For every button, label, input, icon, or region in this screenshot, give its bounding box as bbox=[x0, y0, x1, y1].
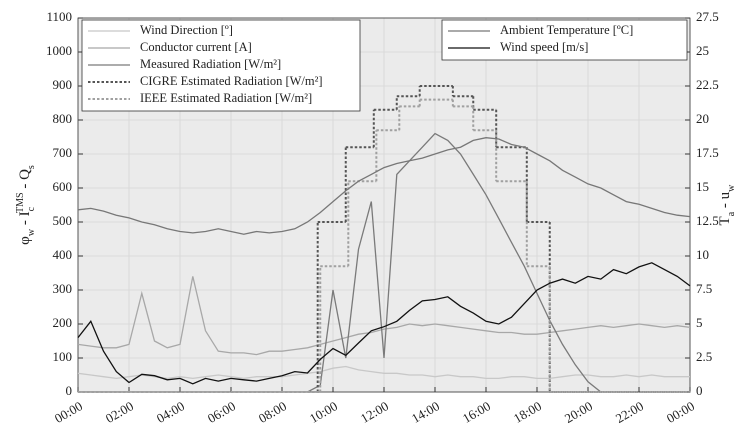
legend: Wind Direction [º] Conductor current [A] M… bbox=[81, 19, 361, 112]
y-axis-label: φw - IcTMS - Qs bbox=[15, 165, 37, 245]
y2-tick-label: 27.5 bbox=[696, 9, 719, 24]
y-tick-label: 0 bbox=[66, 383, 73, 398]
x-tick-label: 12:00 bbox=[358, 398, 391, 426]
y2-tick-label: 12.5 bbox=[696, 213, 719, 228]
legend-box bbox=[441, 19, 688, 61]
y2-tick-label: 22.5 bbox=[696, 77, 719, 92]
series-line bbox=[77, 365, 690, 380]
y-tick-label: 800 bbox=[53, 111, 73, 126]
y-tick-label: 1000 bbox=[46, 43, 72, 58]
legend-label: Ambient Temperature [ºC] bbox=[500, 23, 633, 37]
y2-tick-label: 0 bbox=[696, 383, 703, 398]
y-tick-label: 400 bbox=[53, 247, 73, 262]
axis-label-part: a bbox=[726, 211, 737, 216]
x-tick-label: 00:00 bbox=[664, 398, 697, 426]
series-line bbox=[77, 137, 691, 235]
y-tick-label: 600 bbox=[53, 179, 73, 194]
y-tick-label: 300 bbox=[53, 281, 73, 296]
y-tick-label: 100 bbox=[53, 349, 73, 364]
y2-tick-label: 5 bbox=[696, 315, 703, 330]
x-tick-label: 04:00 bbox=[154, 398, 187, 426]
legend-label: Conductor current [A] bbox=[140, 40, 252, 54]
y-tick-label: 900 bbox=[53, 77, 73, 92]
axis-label-part: c bbox=[26, 206, 37, 211]
legend: Ambient Temperature [ºC] Wind speed [m/s] bbox=[441, 19, 688, 61]
x-tick-label: 08:00 bbox=[256, 398, 289, 426]
plot-frame bbox=[77, 17, 691, 393]
legend-label: Wind Direction [º] bbox=[140, 23, 233, 37]
y-tick-label: 700 bbox=[53, 145, 73, 160]
axis-label-part: - Q bbox=[17, 169, 33, 192]
y2-tick-label: 17.5 bbox=[696, 145, 719, 160]
y2-tick-label: 2.5 bbox=[696, 349, 712, 364]
x-tick-label: 00:00 bbox=[52, 398, 85, 426]
x-tick-label: 02:00 bbox=[103, 398, 136, 426]
series-line bbox=[77, 276, 691, 356]
x-tick-label: 14:00 bbox=[409, 398, 442, 426]
axis-label-part: - u bbox=[717, 191, 733, 211]
legend-label: IEEE Estimated Radiation [W/m²] bbox=[140, 91, 312, 105]
axis-label-part: - I bbox=[17, 211, 33, 229]
series-line bbox=[77, 262, 691, 385]
axis-label-part: T bbox=[717, 216, 733, 225]
axis-label-part: w bbox=[726, 184, 737, 192]
axis-label-part: w bbox=[26, 228, 37, 236]
x-tick-label: 16:00 bbox=[460, 398, 493, 426]
x-tick-label: 18:00 bbox=[511, 398, 544, 426]
axis-label-part: TMS bbox=[15, 192, 26, 213]
y-tick-label: 1100 bbox=[46, 9, 72, 24]
x-tick-label: 10:00 bbox=[307, 398, 340, 426]
legend-label: Wind speed [m/s] bbox=[500, 40, 588, 54]
y-tick-label: 500 bbox=[53, 213, 73, 228]
x-tick-label: 06:00 bbox=[205, 398, 238, 426]
y2-tick-label: 20 bbox=[696, 111, 709, 126]
y2-tick-label: 25 bbox=[696, 43, 709, 58]
y2-tick-label: 10 bbox=[696, 247, 709, 262]
legend-label: CIGRE Estimated Radiation [W/m²] bbox=[140, 74, 323, 88]
y2-axis-label: Ta - uw bbox=[717, 184, 736, 226]
x-tick-label: 22:00 bbox=[613, 398, 646, 426]
y2-tick-label: 7.5 bbox=[696, 281, 712, 296]
axis-label-part: φ bbox=[17, 236, 33, 245]
axis-label-part: s bbox=[26, 165, 37, 169]
legend-label: Measured Radiation [W/m²] bbox=[140, 57, 281, 71]
x-tick-label: 20:00 bbox=[562, 398, 595, 426]
y2-tick-label: 15 bbox=[696, 179, 709, 194]
y-tick-label: 200 bbox=[53, 315, 73, 330]
